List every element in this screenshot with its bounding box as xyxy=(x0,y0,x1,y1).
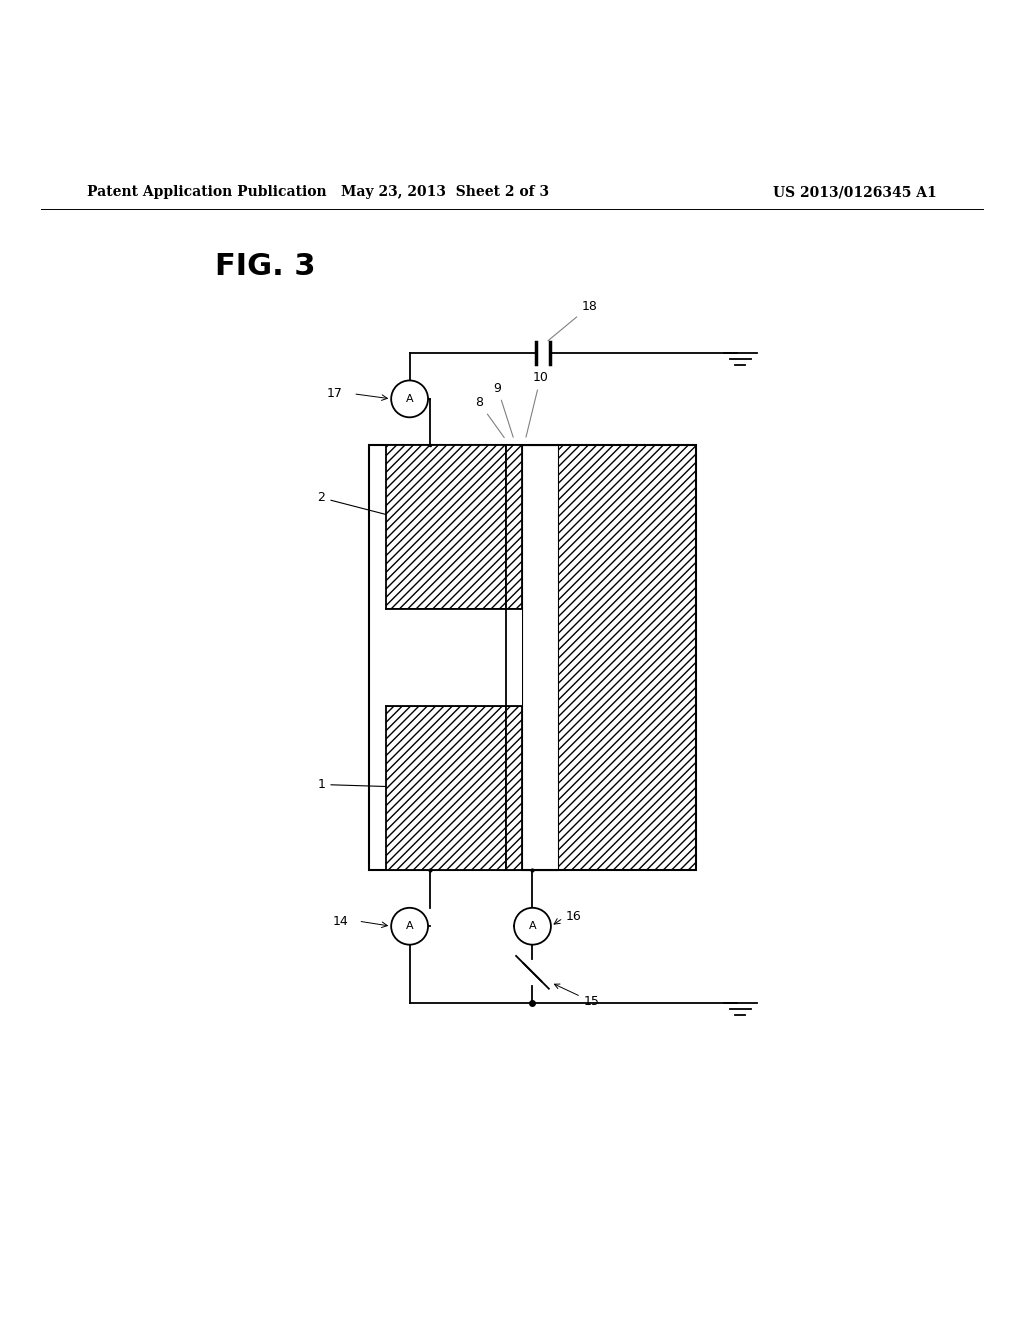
Text: 9: 9 xyxy=(494,381,513,437)
Text: 10: 10 xyxy=(526,371,549,437)
Bar xyxy=(369,445,696,870)
Text: A: A xyxy=(528,921,537,931)
Text: 1: 1 xyxy=(317,777,430,791)
Text: 2: 2 xyxy=(317,491,430,527)
Bar xyxy=(506,445,522,609)
Text: May 23, 2013  Sheet 2 of 3: May 23, 2013 Sheet 2 of 3 xyxy=(341,185,550,199)
Text: Patent Application Publication: Patent Application Publication xyxy=(87,185,327,199)
Bar xyxy=(386,706,506,870)
Bar xyxy=(386,445,506,609)
Text: 13: 13 xyxy=(461,651,476,664)
Circle shape xyxy=(391,908,428,945)
Text: FIG. 3: FIG. 3 xyxy=(215,252,315,281)
Circle shape xyxy=(391,380,428,417)
Text: 8: 8 xyxy=(475,396,504,437)
Circle shape xyxy=(514,908,551,945)
Bar xyxy=(558,445,696,870)
Bar xyxy=(506,706,522,870)
Text: A: A xyxy=(406,393,414,404)
Bar xyxy=(369,445,696,870)
Text: 15: 15 xyxy=(554,983,600,1008)
Text: 16: 16 xyxy=(565,909,581,923)
Text: US 2013/0126345 A1: US 2013/0126345 A1 xyxy=(773,185,937,199)
Text: 17: 17 xyxy=(327,387,343,400)
Text: 18: 18 xyxy=(548,300,598,341)
Bar xyxy=(386,609,522,706)
Bar xyxy=(522,445,558,870)
Text: 14: 14 xyxy=(333,915,348,928)
Text: A: A xyxy=(406,921,414,931)
